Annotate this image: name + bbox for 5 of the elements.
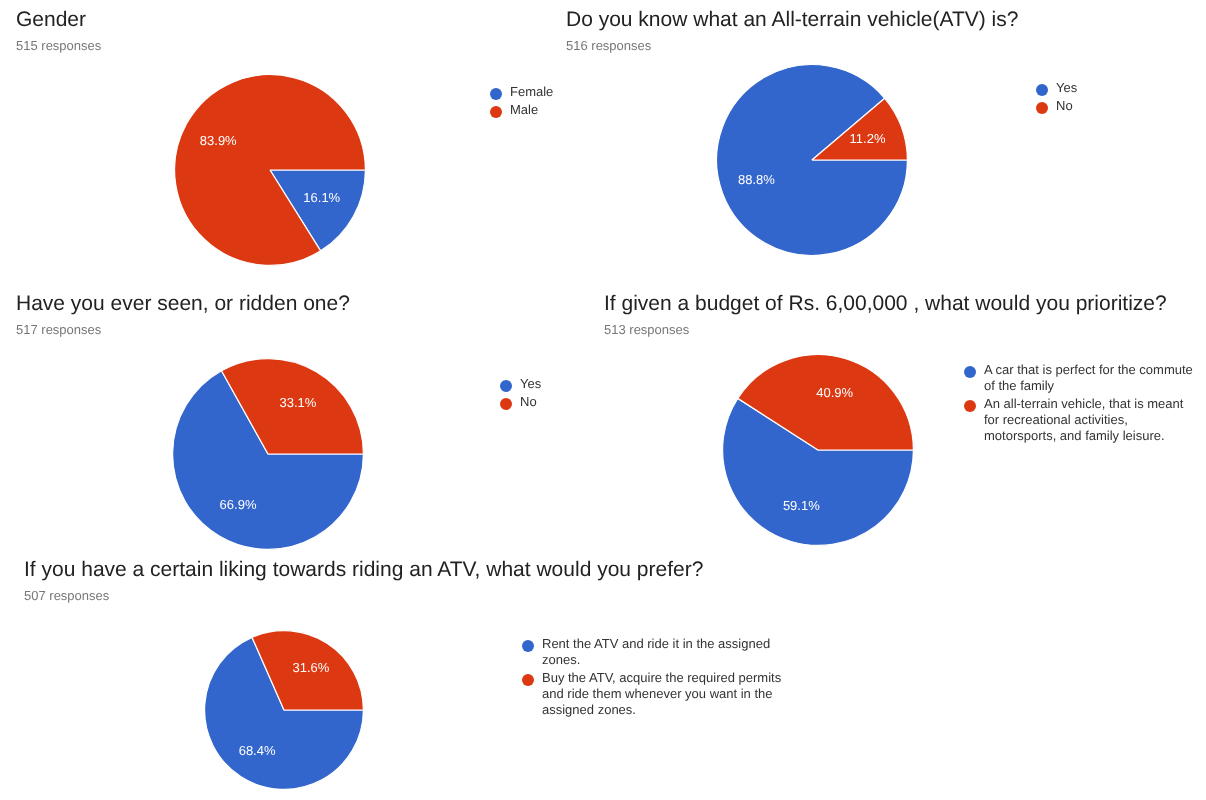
chart-title: If you have a certain liking towards riding an ATV, what would you prefer? — [24, 558, 704, 582]
chart-title: Do you know what an All-terrain vehicle(ATV) is? — [566, 8, 1019, 32]
chart-title: If given a budget of Rs. 6,00,000 , what would you prioritize? — [604, 292, 1167, 316]
chart-title: Have you ever seen, or ridden one? — [16, 292, 350, 316]
chart-title: Gender — [16, 8, 87, 32]
